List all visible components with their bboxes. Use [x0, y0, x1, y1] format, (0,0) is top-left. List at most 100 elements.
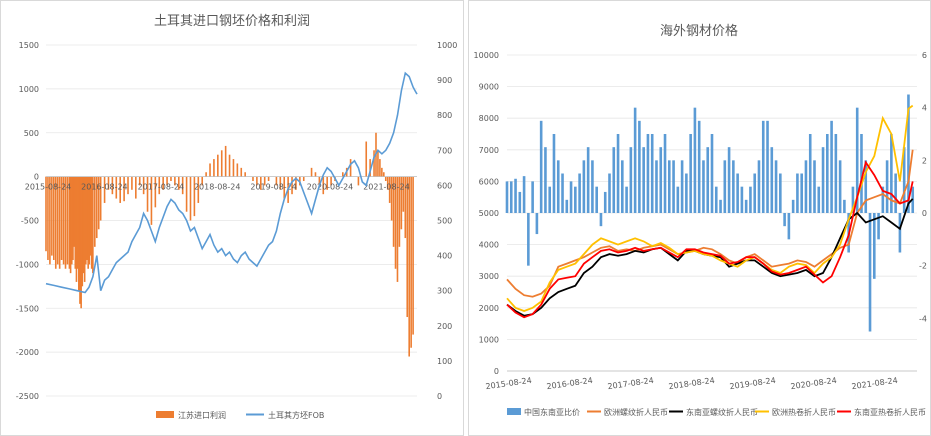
bar [659, 147, 663, 213]
bar [170, 176, 172, 182]
bar [81, 176, 84, 287]
x-tick-label: 2016-08-24 [546, 376, 593, 391]
bar [291, 176, 293, 195]
y-right-tick-label: 0 [922, 209, 927, 218]
bar [123, 176, 125, 202]
bar [275, 176, 278, 186]
bar [527, 213, 530, 266]
y-left-tick-label: 0 [494, 367, 499, 376]
bar [189, 176, 192, 221]
bar [885, 160, 889, 213]
bar [851, 186, 855, 213]
bar [796, 173, 799, 213]
bar [808, 134, 812, 213]
turkey-billet-chart-svg: 土耳其进口钢坯价格和利润150010005000-500-1000-1500-2… [16, 13, 458, 420]
y-left-tick-label: -500 [21, 217, 39, 226]
series-line [506, 104, 914, 312]
bar [860, 134, 863, 213]
bar [85, 176, 87, 265]
bar [78, 176, 80, 291]
legend-label: 欧洲热卷折人民币 [772, 407, 836, 417]
bar [326, 176, 328, 190]
bar [201, 176, 204, 186]
bar [894, 173, 897, 213]
bar [548, 186, 552, 213]
bar [539, 120, 543, 213]
bar [379, 159, 381, 177]
bar [166, 176, 168, 186]
legend-label: 中国东南亚比价 [524, 407, 580, 417]
bar [710, 134, 714, 213]
y-right-tick-label: 900 [437, 76, 452, 85]
legend-label: 东南亚热卷折人民币 [854, 407, 926, 417]
bar [740, 186, 744, 213]
bar [753, 173, 757, 213]
bar [349, 159, 352, 177]
bar [749, 186, 752, 213]
x-tick-label: 2016-08-24 [81, 183, 128, 192]
x-tick-label: 2019-08-24 [250, 183, 297, 192]
bar [56, 176, 59, 265]
y-left-tick-label: 1000 [19, 85, 39, 94]
bar [95, 176, 98, 239]
series-line [506, 149, 914, 298]
bar [193, 176, 196, 217]
legend-label: 江苏进口利润 [178, 410, 226, 420]
bar [314, 172, 317, 177]
x-tick-label: 2021-08-24 [363, 183, 410, 192]
bar [744, 199, 748, 213]
bar [706, 147, 710, 213]
bar [902, 147, 906, 213]
bar [295, 176, 297, 190]
bar [86, 176, 88, 260]
bar [322, 176, 325, 195]
bar [256, 176, 258, 186]
bar [357, 176, 360, 186]
bar [689, 134, 692, 213]
bar [834, 134, 838, 213]
bar [693, 107, 697, 213]
bar [58, 176, 61, 269]
bar [736, 173, 739, 213]
bar [406, 176, 409, 318]
x-tick-label: 2020-08-24 [307, 183, 354, 192]
bar [646, 134, 650, 213]
bar [599, 213, 603, 227]
turkey-billet-chart: 土耳其进口钢坯价格和利润 1500 1000 500 0 -500 -1000 -1500 -2… [0, 0, 464, 436]
y-left-tick-label: 2000 [479, 304, 499, 313]
x-tick-label: 2018-08-24 [194, 183, 241, 192]
bar [779, 173, 782, 213]
bar [544, 147, 547, 213]
bar [224, 145, 227, 177]
bar [633, 107, 637, 213]
bar [267, 176, 270, 182]
y-right-tick-label: 400 [437, 252, 452, 261]
bar [578, 173, 581, 213]
bar [723, 160, 727, 213]
bar [150, 176, 153, 225]
y-right-tick-label: 700 [437, 146, 452, 155]
bar [69, 176, 72, 274]
bar [843, 199, 846, 213]
bar [642, 147, 645, 213]
bar [232, 159, 235, 177]
bar [162, 176, 164, 190]
y-right-tick-label: 500 [437, 217, 452, 226]
bar [838, 160, 842, 213]
bar [73, 176, 75, 247]
bar [68, 176, 71, 269]
bar [898, 213, 902, 253]
bar [800, 173, 803, 213]
y-right-tick-label: 300 [437, 287, 452, 296]
x-tick-label: 2015-08-24 [485, 376, 532, 391]
x-tick-label: 2020-08-24 [790, 376, 837, 391]
bar [99, 176, 102, 221]
bar [864, 160, 868, 213]
bar [813, 160, 816, 213]
bar [87, 176, 89, 269]
y-left-tick-label: 9000 [479, 83, 499, 92]
bar [64, 176, 67, 269]
bar [702, 160, 705, 213]
bar [383, 172, 385, 177]
series-line [506, 160, 914, 319]
